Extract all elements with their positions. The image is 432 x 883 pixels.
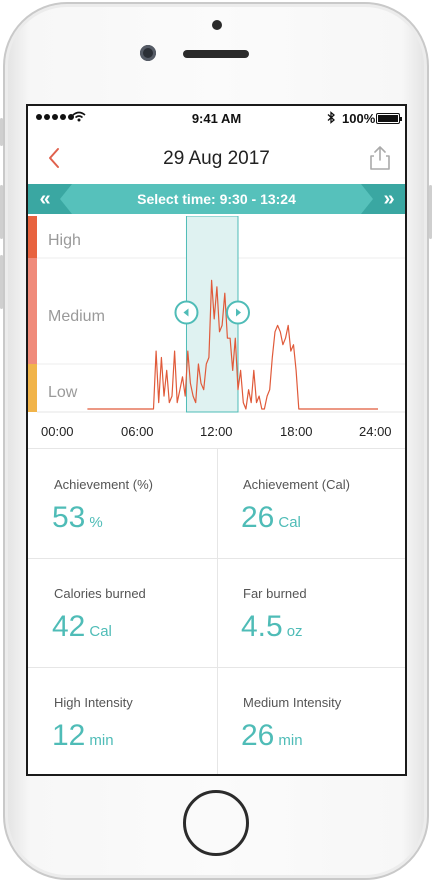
time-selector-label: Select time: 9:30 - 13:24 xyxy=(137,191,296,207)
selection-left-handle[interactable] xyxy=(174,300,199,325)
stat-label: Achievement (%) xyxy=(54,477,153,492)
volume-up-button xyxy=(0,185,3,239)
battery-icon xyxy=(376,113,402,124)
level-label-high: High xyxy=(48,232,81,249)
share-icon[interactable] xyxy=(366,144,394,172)
activity-chart: High Medium Low 00:00 06:00 12:00 18:00 … xyxy=(28,216,405,452)
level-label-low: Low xyxy=(48,384,78,401)
stat-label: Far burned xyxy=(243,586,307,601)
volume-down-button xyxy=(0,255,3,309)
divider xyxy=(28,667,405,668)
x-tick-label: 00:00 xyxy=(41,424,74,439)
level-label-medium: Medium xyxy=(48,308,105,325)
earpiece-speaker xyxy=(183,50,249,58)
double-chevron-right-icon[interactable]: » xyxy=(383,188,395,210)
stats-grid: Achievement (%) 53% Achievement (Cal) 26… xyxy=(28,448,405,774)
divider xyxy=(28,558,405,559)
time-selector: « Select time: 9:30 - 13:24 » xyxy=(28,184,405,214)
stat-calories-burned: Calories burned 42 Cal xyxy=(28,558,217,667)
x-tick-label: 18:00 xyxy=(280,424,313,439)
stat-value: 12 min xyxy=(52,719,114,753)
stat-unit: Cal xyxy=(278,514,301,531)
stat-high-intensity: High Intensity 12 min xyxy=(28,667,217,774)
stat-label: Medium Intensity xyxy=(243,695,342,710)
home-button[interactable] xyxy=(183,790,249,856)
stat-number: 26 xyxy=(241,719,275,752)
chevron-left-icon[interactable] xyxy=(40,144,68,172)
stat-unit: min xyxy=(89,732,114,749)
stat-achievement-cal: Achievement (Cal) 26 Cal xyxy=(217,449,405,558)
x-tick-label: 06:00 xyxy=(121,424,154,439)
signal-dots-icon xyxy=(36,114,74,120)
stat-value: 53% xyxy=(52,501,103,535)
x-tick-label: 24:00 xyxy=(359,424,392,439)
stat-unit: min xyxy=(278,732,303,749)
x-tick-label: 12:00 xyxy=(200,424,233,439)
proximity-sensor xyxy=(212,20,222,30)
battery-percent: 100% xyxy=(342,111,376,126)
front-camera xyxy=(140,45,156,61)
header: 29 Aug 2017 xyxy=(28,134,405,182)
stat-number: 53 xyxy=(52,501,86,534)
stat-value: 26 Cal xyxy=(241,501,301,535)
stat-value: 42 Cal xyxy=(52,610,112,644)
stat-label: Achievement (Cal) xyxy=(243,477,350,492)
selection-right-handle[interactable] xyxy=(225,300,250,325)
power-button xyxy=(429,185,432,239)
wifi-icon xyxy=(72,111,86,122)
stat-number: 42 xyxy=(52,610,86,643)
stat-number: 26 xyxy=(241,501,275,534)
bluetooth-icon xyxy=(327,111,335,124)
double-chevron-left-icon[interactable]: « xyxy=(39,188,51,210)
divider xyxy=(217,449,218,774)
stat-unit: % xyxy=(89,514,103,531)
status-time: 9:41 AM xyxy=(191,111,242,126)
stat-value: 4.5 oz xyxy=(241,610,303,644)
stat-unit: oz xyxy=(286,623,303,640)
stat-far-burned: Far burned 4.5 oz xyxy=(217,558,405,667)
page-title: 29 Aug 2017 xyxy=(163,148,270,169)
side-button xyxy=(0,118,3,146)
stat-number: 12 xyxy=(52,719,86,752)
level-bar-low xyxy=(28,364,37,412)
stat-label: Calories burned xyxy=(54,586,146,601)
level-bar-high xyxy=(28,216,37,258)
level-bar-medium xyxy=(28,258,37,364)
stat-unit: Cal xyxy=(89,623,112,640)
stat-value: 26 min xyxy=(241,719,303,753)
time-selector-background xyxy=(28,184,405,214)
stat-medium-intensity: Medium Intensity 26 min xyxy=(217,667,405,774)
activity-chart-plot xyxy=(28,216,405,413)
status-bar: 9:41 AM 100% xyxy=(28,106,405,130)
app-screen: 9:41 AM 100% 29 Aug 2017 « Select time: … xyxy=(26,104,407,776)
stat-number: 4.5 xyxy=(241,610,283,643)
stat-achievement-percent: Achievement (%) 53% xyxy=(28,449,217,558)
stat-label: High Intensity xyxy=(54,695,133,710)
activity-line xyxy=(87,279,378,410)
